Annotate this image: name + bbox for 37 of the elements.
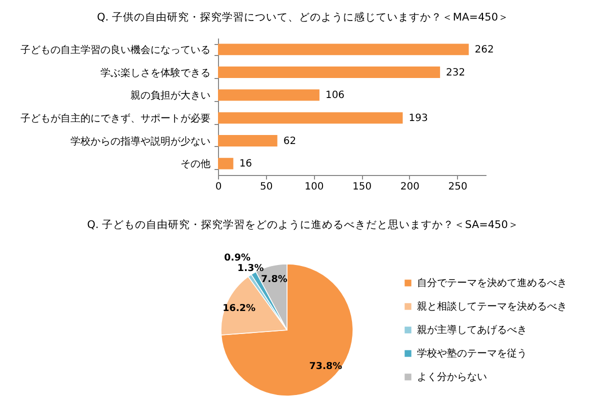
data-label: 16.2% [222,302,256,314]
data-label: 262 [474,44,494,56]
x-tick-label: 0 [215,182,222,192]
x-tick-label: 250 [448,182,468,192]
data-label: 16 [239,158,252,170]
x-tick-label: 100 [304,182,324,192]
data-label: 106 [325,90,345,102]
legend-label: 自分でテーマを決めて進めるべき [417,277,567,289]
data-label: 7.8% [261,274,288,285]
bar [218,66,440,78]
y-tick-label: 学ぶ楽しさを体験できる [100,66,210,79]
data-label: 193 [408,112,428,124]
chart-title: Q. 子供の自由研究・探究学習について、どのように感じていますか？＜MA=450＞ [96,10,510,24]
bar [218,112,403,124]
data-label: 62 [283,136,296,147]
x-tick-label: 150 [352,182,372,192]
y-tick-label: 子どもの自主学習の良い機会になっている [20,44,210,56]
legend-label: よく分からない [417,371,487,383]
bar [218,135,278,146]
legend-label: 学校や塾のテーマを従う [417,348,527,360]
bar [218,89,320,101]
legend-label: 親が主導してあげるべき [417,324,527,336]
data-label: 232 [446,67,466,78]
x-tick-label: 50 [260,182,273,192]
data-label: 73.8% [309,360,343,372]
bar [218,158,234,170]
bar [218,44,469,56]
y-tick-label: 親の負担が大きい [130,90,210,102]
chart-title: Q. 子どもの自由研究・探究学習をどのように進めるべきだと思いますか？＜SA=450＞ [87,218,519,231]
legend-label: 親と相談してテーマを決めるべき [417,300,567,312]
data-label: 0.9% [224,252,251,264]
data-label: 1.3% [237,262,264,274]
pie-slice [220,264,354,396]
y-tick-label: 子どもが自主的にできず、サポートが必要 [20,112,210,124]
x-tick-label: 200 [400,182,420,192]
y-tick-label: 学校からの指導や説明が少ない [70,135,210,148]
y-tick-label: その他 [180,158,210,170]
